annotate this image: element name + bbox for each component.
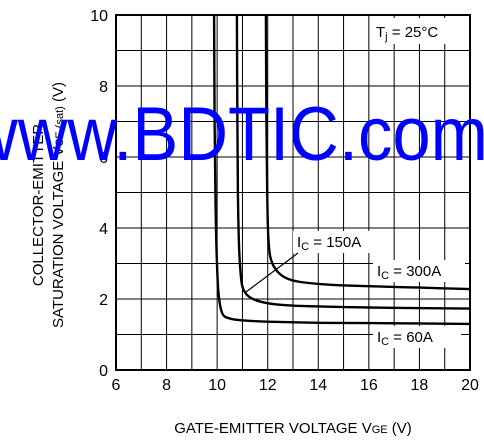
y-tick-label: 8 bbox=[99, 79, 108, 96]
y-tick-label: 6 bbox=[99, 150, 108, 167]
tj-label: Tj = 25°C bbox=[376, 24, 438, 43]
series-line-ic-60a bbox=[212, 14, 471, 326]
annotation-box bbox=[373, 260, 465, 282]
y-axis-label: COLLECTOR-EMITTER SATURATION VOLTAGE VCE… bbox=[30, 82, 67, 328]
y-tick-label: 10 bbox=[90, 8, 108, 25]
x-tick-label: 8 bbox=[162, 377, 171, 394]
x-axis-label: GATE-EMITTER VOLTAGE VGE (V) bbox=[174, 420, 412, 437]
series-line-ic-300a bbox=[264, 14, 471, 291]
y-tick-label: 4 bbox=[99, 221, 108, 238]
annotation-ic300: IC = 300A bbox=[373, 260, 465, 282]
x-tick-label: 10 bbox=[208, 377, 226, 394]
curves bbox=[212, 14, 471, 326]
x-tick-label: 6 bbox=[112, 377, 121, 394]
y-axis-label-line1: COLLECTOR-EMITTER bbox=[30, 124, 47, 286]
annotation-ic300-label: IC = 300A bbox=[377, 263, 441, 282]
watermark: www.BDTIC.com bbox=[0, 92, 484, 177]
tj-box bbox=[371, 18, 463, 44]
tj-annotation: Tj = 25°C bbox=[371, 18, 463, 44]
x-tick-label: 20 bbox=[461, 377, 479, 394]
x-tick-label: 14 bbox=[309, 377, 327, 394]
y-tick-label: 2 bbox=[99, 292, 108, 309]
annotation-box bbox=[373, 326, 461, 348]
tick-labels: 6 8 10 12 14 16 18 20 0 2 4 6 8 10 bbox=[90, 8, 479, 394]
annotation-ic150: IC = 150A bbox=[245, 231, 385, 293]
x-tick-label: 18 bbox=[411, 377, 429, 394]
annotation-ic150-label: IC = 150A bbox=[297, 234, 361, 253]
annotation-ic60: IC = 60A bbox=[373, 326, 461, 348]
annotation-ic60-label: IC = 60A bbox=[377, 329, 433, 348]
annotation-box bbox=[293, 231, 385, 253]
x-tick-label: 16 bbox=[360, 377, 378, 394]
annotation-ic150-leader bbox=[245, 252, 299, 293]
grid bbox=[116, 15, 470, 370]
y-tick-label: 0 bbox=[99, 363, 108, 380]
x-tick-label: 12 bbox=[259, 377, 277, 394]
plot-frame bbox=[115, 14, 471, 371]
y-axis-label-line2: SATURATION VOLTAGE VCE (sat) (V) bbox=[50, 82, 67, 328]
series-line-ic-150a bbox=[235, 14, 471, 310]
